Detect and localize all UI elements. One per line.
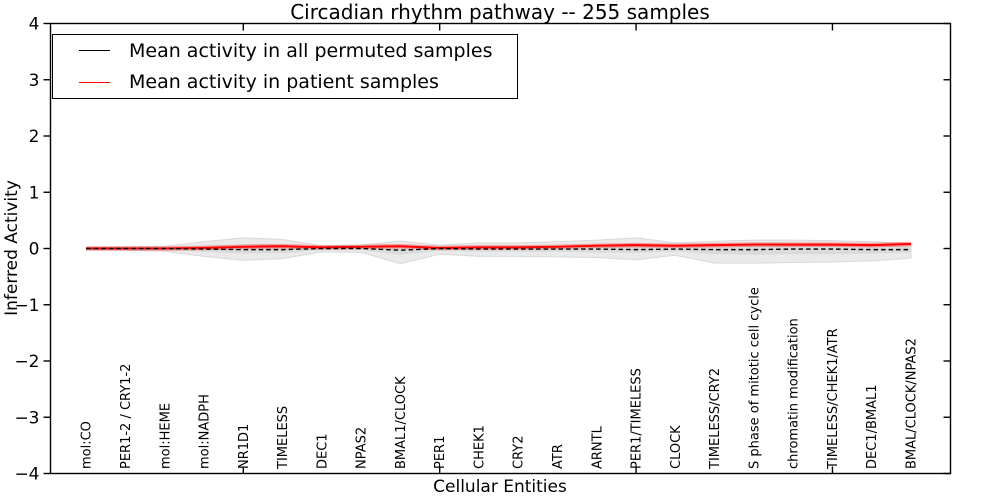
- patient-line-swatch: [79, 81, 110, 83]
- y-tick-label: 2: [29, 127, 40, 147]
- x-category-label: ARNTL: [590, 425, 605, 469]
- x-category-label: PER1/TIMELESS: [630, 368, 645, 469]
- y-tick-label: 3: [29, 71, 40, 91]
- x-category-label: mol:HEME: [158, 403, 173, 469]
- x-category-label: PER1: [433, 436, 448, 469]
- x-category-label: NR1D1: [237, 424, 252, 469]
- x-category-label: BMAL/CLOCK/NPAS2: [905, 338, 920, 469]
- x-category-label: mol:NADPH: [198, 394, 213, 469]
- x-category-label: S phase of mitotic cell cycle: [747, 287, 762, 469]
- legend-label-patient: Mean activity in patient samples: [129, 71, 439, 94]
- x-category-label: mol:CO: [80, 421, 95, 469]
- chart-title: Circadian rhythm pathway -- 255 samples: [290, 0, 710, 24]
- x-category-label: ATR: [551, 444, 566, 469]
- y-tick-label: −3: [14, 408, 39, 428]
- y-tick-label: 4: [29, 15, 40, 35]
- y-tick-label: −2: [14, 352, 39, 372]
- x-category-label: PER1-2 / CRY1-2: [119, 364, 134, 469]
- y-tick-label: −4: [14, 465, 39, 485]
- x-category-label: DEC1: [315, 433, 330, 469]
- x-category-label: BMAL1/CLOCK: [394, 376, 409, 469]
- legend-item-permuted: Mean activity in all permuted samples: [53, 40, 517, 62]
- y-axis-label: Inferred Activity: [2, 180, 22, 316]
- x-category-label: chromatin modification: [787, 318, 802, 469]
- x-category-label: TIMELESS: [276, 406, 291, 470]
- x-category-label: CLOCK: [669, 425, 684, 469]
- x-category-label: CRY2: [512, 436, 527, 470]
- x-category-label: TIMELESS/CRY2: [708, 368, 723, 470]
- permuted-mean-line: [86, 247, 911, 251]
- x-axis-label: Cellular Entities: [433, 477, 567, 497]
- x-category-label: CHEK1: [472, 425, 487, 469]
- y-tick-label: 0: [29, 240, 40, 260]
- legend-item-patient: Mean activity in patient samples: [53, 71, 517, 93]
- permuted-line-swatch: [79, 50, 110, 52]
- y-tick-label: −1: [14, 296, 39, 316]
- patient-mean-line: [86, 243, 912, 250]
- x-category-label: NPAS2: [355, 427, 370, 469]
- legend: Mean activity in all permuted samples Me…: [52, 34, 518, 99]
- x-category-label: TIMELESS/CHEK1/ATR: [826, 328, 841, 470]
- x-category-label: DEC1/BMAL1: [865, 385, 880, 470]
- y-tick-label: 1: [29, 183, 40, 203]
- patient-band-band: [86, 241, 911, 251]
- legend-label-permuted: Mean activity in all permuted samples: [129, 39, 493, 62]
